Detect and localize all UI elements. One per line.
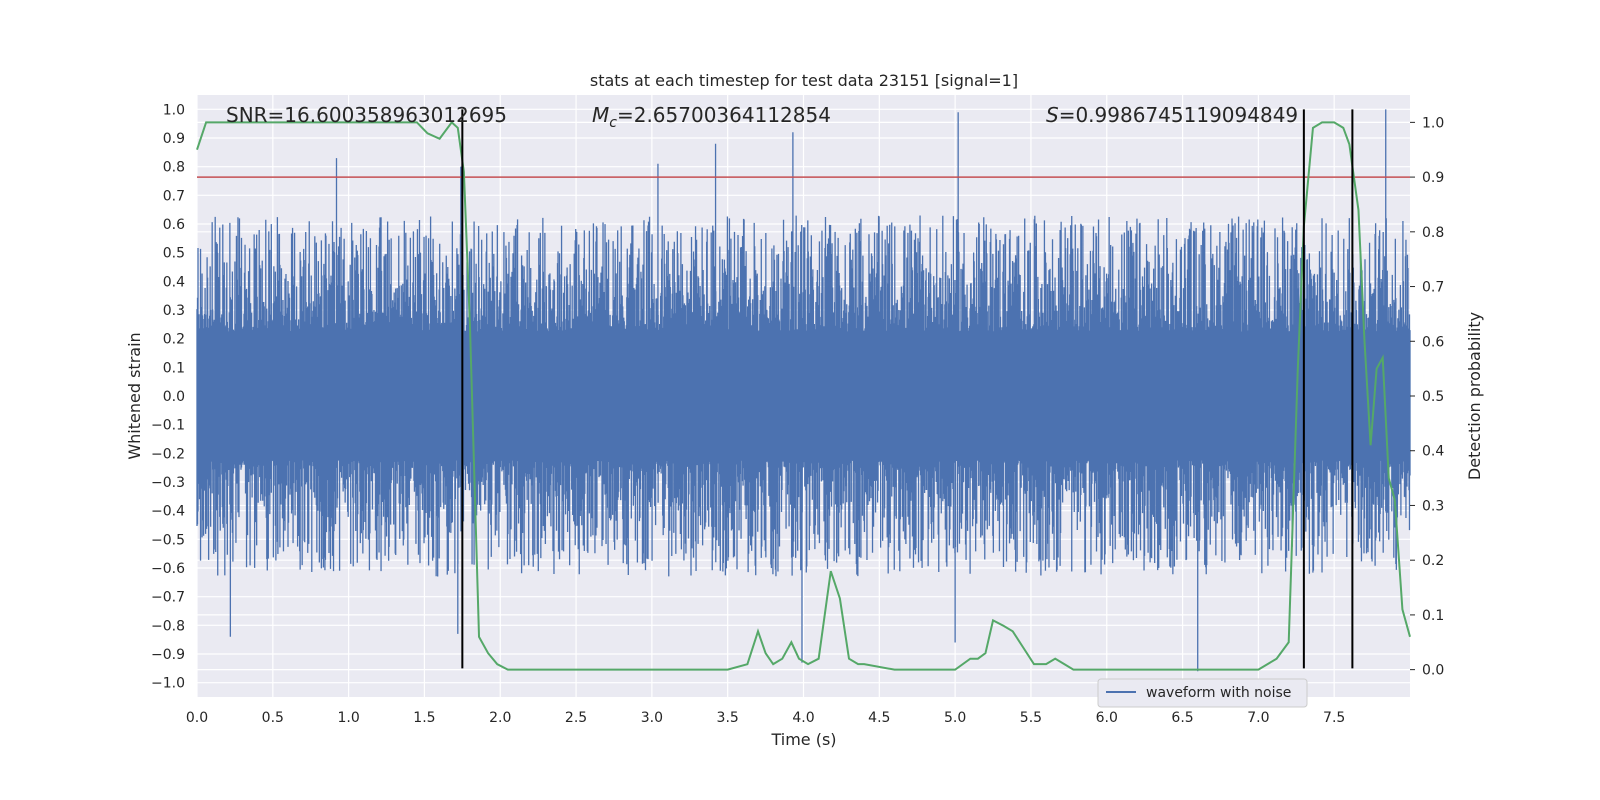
x-axis-label: Time (s) (770, 730, 836, 749)
x-tick-label: 3.0 (641, 710, 663, 726)
y-tick-label: 0.2 (163, 332, 185, 348)
score-value: =0.9986745119094849 (1059, 103, 1298, 127)
x-tick-label: 6.5 (1171, 710, 1193, 726)
y2-tick-label: 0.7 (1422, 280, 1444, 296)
y2-tick-label: 0.9 (1422, 170, 1444, 186)
y2-tick-label: 0.0 (1422, 663, 1444, 679)
legend-label-waveform: waveform with noise (1146, 685, 1291, 701)
y2-tick-label: 1.0 (1422, 115, 1444, 131)
y2-tick-label: 0.4 (1422, 444, 1444, 460)
y-axis-left: −1.0 −0.9 −0.8 −0.7 −0.6 −0.5 −0.4 −0.3 −0.2 −0.1… (151, 102, 185, 691)
x-tick-label: 1.5 (413, 710, 435, 726)
y-tick-label: −0.3 (151, 475, 185, 491)
x-tick-label: 2.0 (489, 710, 511, 726)
x-tick-label: 4.5 (868, 710, 890, 726)
chirp-mass-subscript: c (609, 115, 617, 131)
chirp-mass-value: =2.65700364112854 (617, 103, 831, 127)
x-tick-label: 2.5 (565, 710, 587, 726)
chirp-mass-annotation: Mc=2.65700364112854 (592, 103, 831, 131)
x-tick-label: 6.0 (1096, 710, 1118, 726)
y-tick-label: −0.4 (151, 504, 185, 520)
x-tick-label: 5.5 (1020, 710, 1042, 726)
x-tick-label: 4.0 (792, 710, 814, 726)
y2-tick-label: 0.5 (1422, 389, 1444, 405)
y-axis-label: Whitened strain (125, 332, 144, 459)
y-tick-label: 1.0 (163, 102, 185, 118)
x-tick-label: 3.5 (717, 710, 739, 726)
y2-tick-label: 0.3 (1422, 498, 1444, 514)
y-axis-right: 0.0 0.1 0.2 0.3 0.4 0.5 0.6 0.7 0.8 0.9 1.0 (1410, 115, 1444, 679)
x-tick-label: 7.5 (1323, 710, 1345, 726)
y-tick-label: 0.0 (163, 389, 185, 405)
y-tick-label: −1.0 (151, 676, 185, 692)
y-tick-label: 0.9 (163, 131, 185, 147)
y-tick-label: −0.8 (151, 618, 185, 634)
y-tick-label: 0.4 (163, 274, 185, 290)
score-annotation: S=0.9986745119094849 (1046, 103, 1298, 127)
x-tick-label: 0.5 (262, 710, 284, 726)
x-tick-label: 5.0 (944, 710, 966, 726)
x-tick-label: 1.0 (337, 710, 359, 726)
legend-box (1097, 678, 1308, 708)
y-tick-label: 0.3 (163, 303, 185, 319)
y2-tick-label: 0.6 (1422, 334, 1444, 350)
y2-tick-label: 0.1 (1422, 608, 1444, 624)
y-tick-label: 0.7 (163, 188, 185, 204)
x-axis: 0.0 0.5 1.0 1.5 2.0 2.5 3.0 3.5 4.0 4.5 5.0 5.5 6.0 6… (186, 710, 1345, 726)
detection-probability-line (196, 120, 1411, 671)
y-tick-label: −0.5 (151, 532, 185, 548)
snr-annotation: SNR=16.600358963012695 (226, 103, 507, 127)
y-tick-label: −0.7 (151, 590, 185, 606)
y2-tick-label: 0.2 (1422, 553, 1444, 569)
chart-title: stats at each timestep for test data 231… (590, 71, 1018, 90)
legend: waveform with noise (1097, 678, 1308, 708)
chirp-mass-symbol: M (592, 103, 609, 127)
y2-axis-label: Detection probability (1465, 312, 1484, 480)
detection-markers (461, 109, 1354, 669)
score-symbol: S (1046, 103, 1059, 127)
y-tick-label: −0.9 (151, 647, 185, 663)
waveform-series (196, 109, 1411, 672)
y-tick-label: −0.2 (151, 446, 185, 462)
y-tick-label: −0.6 (151, 561, 185, 577)
y-tick-label: 0.6 (163, 217, 185, 233)
x-tick-label: 0.0 (186, 710, 208, 726)
y-tick-label: 0.5 (163, 246, 185, 262)
y-tick-label: 0.8 (163, 160, 185, 176)
y2-tick-label: 0.8 (1422, 225, 1444, 241)
y-tick-label: −0.1 (151, 418, 185, 434)
x-tick-label: 7.0 (1247, 710, 1269, 726)
waveform-trace (196, 109, 1411, 672)
y-tick-label: 0.1 (163, 360, 185, 376)
